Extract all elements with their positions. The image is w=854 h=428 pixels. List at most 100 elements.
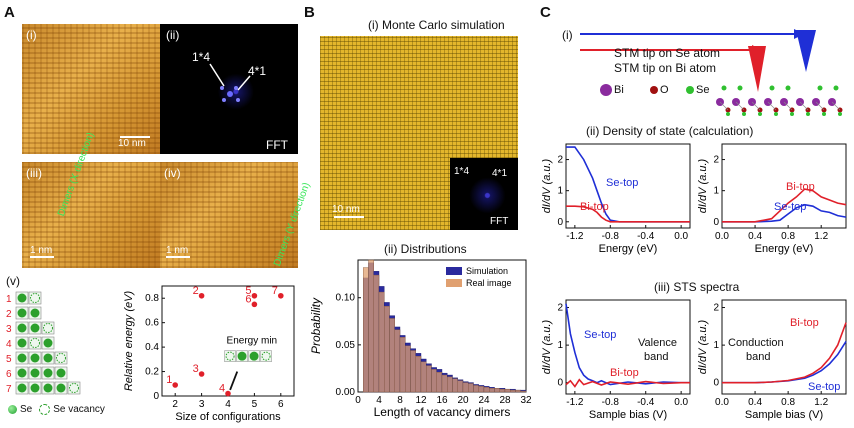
se-vacancy-icon [56, 353, 66, 363]
real-image-bar [499, 388, 506, 393]
real-image-bar [410, 350, 416, 393]
dimers-y-label: Dimers (Y direction) [272, 181, 313, 268]
x-tick-label: 0.4 [748, 231, 762, 242]
se-atom [769, 85, 775, 91]
atom-o-label: O [660, 84, 669, 96]
real-image-bar [399, 337, 406, 393]
y-tick-label: 0 [713, 378, 719, 389]
y-tick-label: 2 [713, 155, 719, 166]
dos-chart-left: -1.2 -0.8 -0.4 0.0 0 1 2 Energy (eV) dI/dV (a.u.… [541, 143, 691, 255]
legend-vacancy: Se vacancy [53, 404, 105, 415]
y-tick-label: 0 [713, 217, 719, 228]
dos-title: (ii) Density of state (calculation) [586, 124, 754, 138]
fft-image-a: (ii) 1*4 4*1 FFT [160, 24, 298, 154]
stm-image-iii: (iii) Dimers (X direction) 1 nm [22, 131, 160, 268]
x-tick-label: -0.8 [602, 231, 620, 242]
real-image-bar [436, 371, 443, 393]
se-top-label: Se-top [606, 177, 638, 189]
se-atom [758, 112, 762, 116]
se-atom-icon [30, 323, 40, 333]
point-label: 7 [272, 285, 278, 297]
y-tick-label: 0.4 [145, 342, 159, 353]
subpanel-label: (iii) [26, 166, 42, 180]
se-vacancy-icon [43, 323, 53, 333]
se-atom [737, 85, 743, 91]
x-tick-label: 0 [355, 395, 361, 406]
configuration-diagram: 1 2 3 4 5 6 7 [6, 291, 81, 395]
real-image-bar [426, 365, 432, 393]
se-atom [806, 112, 810, 116]
se-atom [833, 85, 839, 91]
fft-1x4-label: 1*4 [454, 166, 470, 177]
x-tick-label: 0.0 [715, 231, 729, 242]
x-axis-label: Energy (eV) [755, 243, 814, 255]
se-vacancy-icon [261, 351, 271, 361]
legend-swatch-simulation [446, 267, 462, 275]
y-tick-label: 2 [557, 303, 563, 314]
real-image-bar [478, 386, 485, 393]
x-tick-label: 5 [252, 399, 258, 410]
se-atom [721, 85, 727, 91]
scale-bar [334, 216, 364, 218]
bi-top-label: Bi-top [610, 367, 639, 379]
y-axis-label: Relative energy (eV) [123, 291, 135, 392]
bi-tip-icon [748, 46, 766, 92]
y-tick-label: 0.8 [145, 293, 159, 304]
se-atom [838, 112, 842, 116]
x-tick-label: -1.2 [566, 231, 584, 242]
se-atom-icon [30, 383, 40, 393]
real-image-bar [457, 380, 464, 393]
real-image-bar [394, 329, 401, 393]
y-tick-label: 1 [713, 186, 719, 197]
se-atom [822, 112, 826, 116]
x-tick-label: 4 [376, 395, 382, 406]
atom-bi-label: Bi [614, 84, 624, 96]
real-image-bar [363, 267, 369, 393]
bi-top-line [722, 322, 847, 384]
bond [719, 101, 729, 111]
config-row-number: 1 [6, 294, 12, 305]
real-image-bar [378, 291, 385, 393]
y-axis-label: Probability [309, 297, 323, 354]
se-vacancy-icon [225, 351, 235, 361]
plot-frame [721, 299, 847, 395]
config-row-number: 3 [6, 324, 12, 335]
point-label: 5 [245, 285, 251, 297]
legend-simulation: Simulation [466, 266, 508, 276]
panel-a-label: A [4, 4, 15, 21]
x-tick-label: -1.2 [566, 397, 584, 408]
real-image-bar [373, 274, 380, 393]
y-tick-label: 0.6 [145, 318, 159, 329]
y-tick-label: 2 [557, 155, 563, 166]
se-top-label: Se-top [808, 381, 840, 393]
se-atom-icon [8, 405, 17, 414]
real-image-bar [489, 388, 495, 393]
config-row-number: 4 [6, 339, 12, 350]
x-tick-label: 28 [499, 395, 511, 406]
se-atom-icon [237, 351, 247, 361]
x-axis-label: Sample bias (V) [745, 409, 823, 421]
y-tick-label: 0.2 [145, 367, 159, 378]
point-label: 1 [166, 374, 172, 386]
band-label: band [644, 351, 668, 363]
panel-c-label: C [540, 4, 551, 21]
x-tick-label: 32 [520, 395, 532, 406]
x-tick-label: -0.4 [637, 397, 655, 408]
y-tick-label: 0 [557, 217, 563, 228]
fft-4x1-label: 4*1 [248, 64, 267, 78]
se-atom [790, 112, 794, 116]
se-atom-icon [56, 368, 66, 378]
scatter-point [172, 382, 178, 388]
se-top-label: Se-top [584, 329, 616, 341]
bi-top-label: Bi-top [786, 181, 815, 193]
point-label: 4 [219, 383, 225, 395]
fft-label: FFT [490, 216, 509, 227]
config-row-number: 5 [6, 354, 12, 365]
distribution-title: (ii) Distributions [384, 242, 467, 256]
x-tick-label: 3 [199, 399, 205, 410]
legend-real: Real image [466, 278, 512, 288]
y-tick-label: 1 [557, 186, 563, 197]
tip-bi-label: STM tip on Bi atom [614, 61, 717, 75]
se-atom-icon [30, 308, 40, 318]
subpanel-label: (ii) [166, 28, 180, 42]
